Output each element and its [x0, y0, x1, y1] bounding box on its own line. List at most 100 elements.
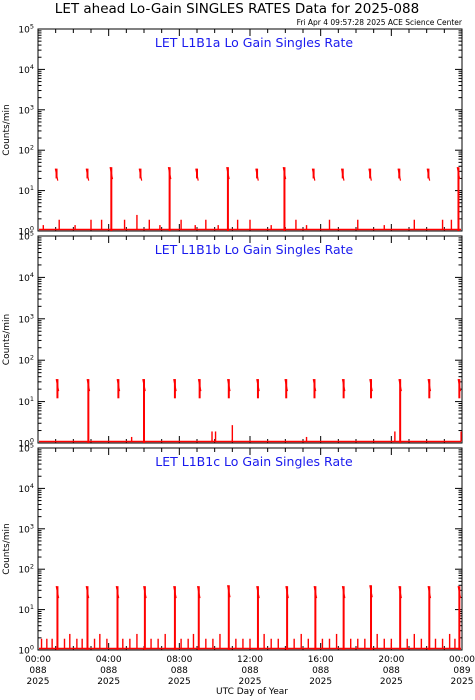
y-tick-label: 103 [18, 522, 34, 535]
data-spike-edge [109, 167, 114, 180]
x-tick-label: 088 [100, 666, 117, 676]
x-tick-label: 20:00 [378, 655, 404, 665]
y-tick-label: 101 [18, 184, 34, 197]
x-tick-label: 04:00 [96, 655, 122, 665]
y-tick-label: 103 [18, 103, 34, 116]
data-spike-edge [142, 378, 146, 392]
data-spike-edge [398, 378, 402, 392]
data-spike-edge [427, 378, 432, 392]
y-tick-label: 105 [18, 230, 34, 243]
y-tick-label: 105 [18, 23, 34, 36]
data-spike-edge [256, 378, 260, 392]
data-spike-edge [313, 586, 318, 599]
generation-timestamp: Fri Apr 4 09:57:28 2025 ACE Science Cent… [297, 18, 463, 27]
data-spike-edge [341, 378, 346, 392]
data-spike-edge [311, 168, 316, 181]
chart-panel-1: 100 101 102 103 104 105 Counts/min LET L1B1a Lo… [2, 23, 463, 238]
data-spike-edge [426, 168, 431, 181]
y-tick-label: 100 [18, 437, 34, 450]
y-tick-label: 100 [18, 225, 34, 238]
data-spike-edge [138, 168, 143, 181]
data-spike-edge [398, 586, 402, 599]
x-tick-label: 2025 [309, 677, 332, 687]
plot-frame [37, 28, 463, 232]
panel-title: LET L1B1b Lo Gain Singles Rate [155, 242, 354, 257]
x-tick-label: 2025 [27, 677, 50, 687]
data-spike-edge [85, 168, 90, 181]
data-spike-edge [55, 586, 60, 599]
data-spike-edge [85, 586, 90, 599]
x-tick-label: 2025 [380, 677, 403, 687]
x-tick-label: 00:00 [25, 655, 51, 665]
y-tick-label: 102 [18, 144, 34, 157]
data-spike-edge [282, 167, 287, 180]
x-axis-label: UTC Day of Year [216, 687, 288, 697]
x-tick-label: 088 [383, 666, 400, 676]
y-axis-label: Counts/min [2, 314, 12, 365]
plot-frame [37, 447, 463, 651]
x-tick-label: 089 [453, 666, 470, 676]
y-tick-label: 103 [18, 312, 34, 325]
data-spike-edge [195, 168, 199, 181]
data-spike-edge [340, 168, 345, 181]
data-spike-edge [197, 378, 202, 392]
x-tick-label: 16:00 [308, 655, 334, 665]
data-spike-edge [369, 378, 373, 392]
y-tick-label: 104 [18, 63, 34, 76]
y-tick-label: 101 [18, 603, 34, 616]
y-tick-label: 101 [18, 395, 34, 408]
data-spike-edge [457, 378, 462, 392]
x-tick-label: 00:00 [449, 655, 475, 665]
y-tick-label: 102 [18, 354, 34, 367]
x-tick-label: 088 [241, 666, 258, 676]
x-tick-label: 08:00 [166, 655, 192, 665]
y-tick-label: 102 [18, 563, 34, 576]
data-spike-edge [427, 586, 432, 599]
y-axis-label: Counts/min [2, 104, 12, 155]
x-tick-label: 088 [312, 666, 329, 676]
y-tick-label: 100 [18, 644, 34, 657]
data-spike-edge [341, 586, 346, 599]
data-spike-edge [368, 168, 372, 181]
figure-title: LET ahead Lo-Gain SINGLES RATES Data for… [55, 1, 419, 17]
data-spike-edge [115, 586, 120, 599]
data-spike-edge [256, 586, 260, 599]
data-spike-edge [369, 585, 373, 598]
data-spike-edge [143, 586, 147, 599]
data-spike-edge [456, 167, 461, 180]
y-tick-label: 105 [18, 442, 34, 455]
data-spike-edge [457, 586, 462, 599]
panel-title: LET L1B1a Lo Gain Singles Rate [155, 35, 354, 50]
x-tick-label: 2025 [451, 677, 474, 687]
data-spike-edge [173, 378, 177, 392]
chart-panel-2: 100 101 102 103 104 105 Counts/min LET L1B1b Lo… [2, 230, 463, 450]
x-tick-label: 2025 [97, 677, 120, 687]
plot-frame [37, 235, 463, 444]
x-tick-label: 088 [171, 666, 188, 676]
x-tick-label: 088 [29, 666, 46, 676]
panel-title: LET L1B1c Lo Gain Singles Rate [155, 454, 353, 469]
data-spike-edge [196, 586, 201, 599]
data-spike-edge [284, 378, 289, 392]
data-spike-edge [227, 378, 231, 392]
chart-panel-3: 100 101 102 103 104 105 Counts/min LET L1B1c Lo… [2, 442, 475, 688]
data-spike-edge [116, 378, 121, 392]
data-spike-edge [86, 378, 91, 392]
y-tick-label: 104 [18, 482, 34, 495]
data-spike-edge [226, 167, 230, 180]
data-spike-edge [312, 378, 317, 392]
y-axis-label: Counts/min [2, 523, 12, 574]
x-tick-label: 2025 [239, 677, 262, 687]
data-spike-edge [255, 168, 259, 181]
panels-group: 100 101 102 103 104 105 Counts/min LET L1B1a Lo… [2, 23, 475, 688]
x-tick-label: 12:00 [237, 655, 263, 665]
y-tick-label: 104 [18, 271, 34, 284]
data-spike-edge [167, 167, 172, 180]
data-spike-edge [54, 168, 59, 181]
data-spike-edge [397, 168, 402, 181]
data-spike-edge [173, 586, 177, 599]
data-spike-edge [55, 378, 60, 392]
data-spike-edge [285, 586, 289, 599]
x-tick-label: 2025 [168, 677, 191, 687]
